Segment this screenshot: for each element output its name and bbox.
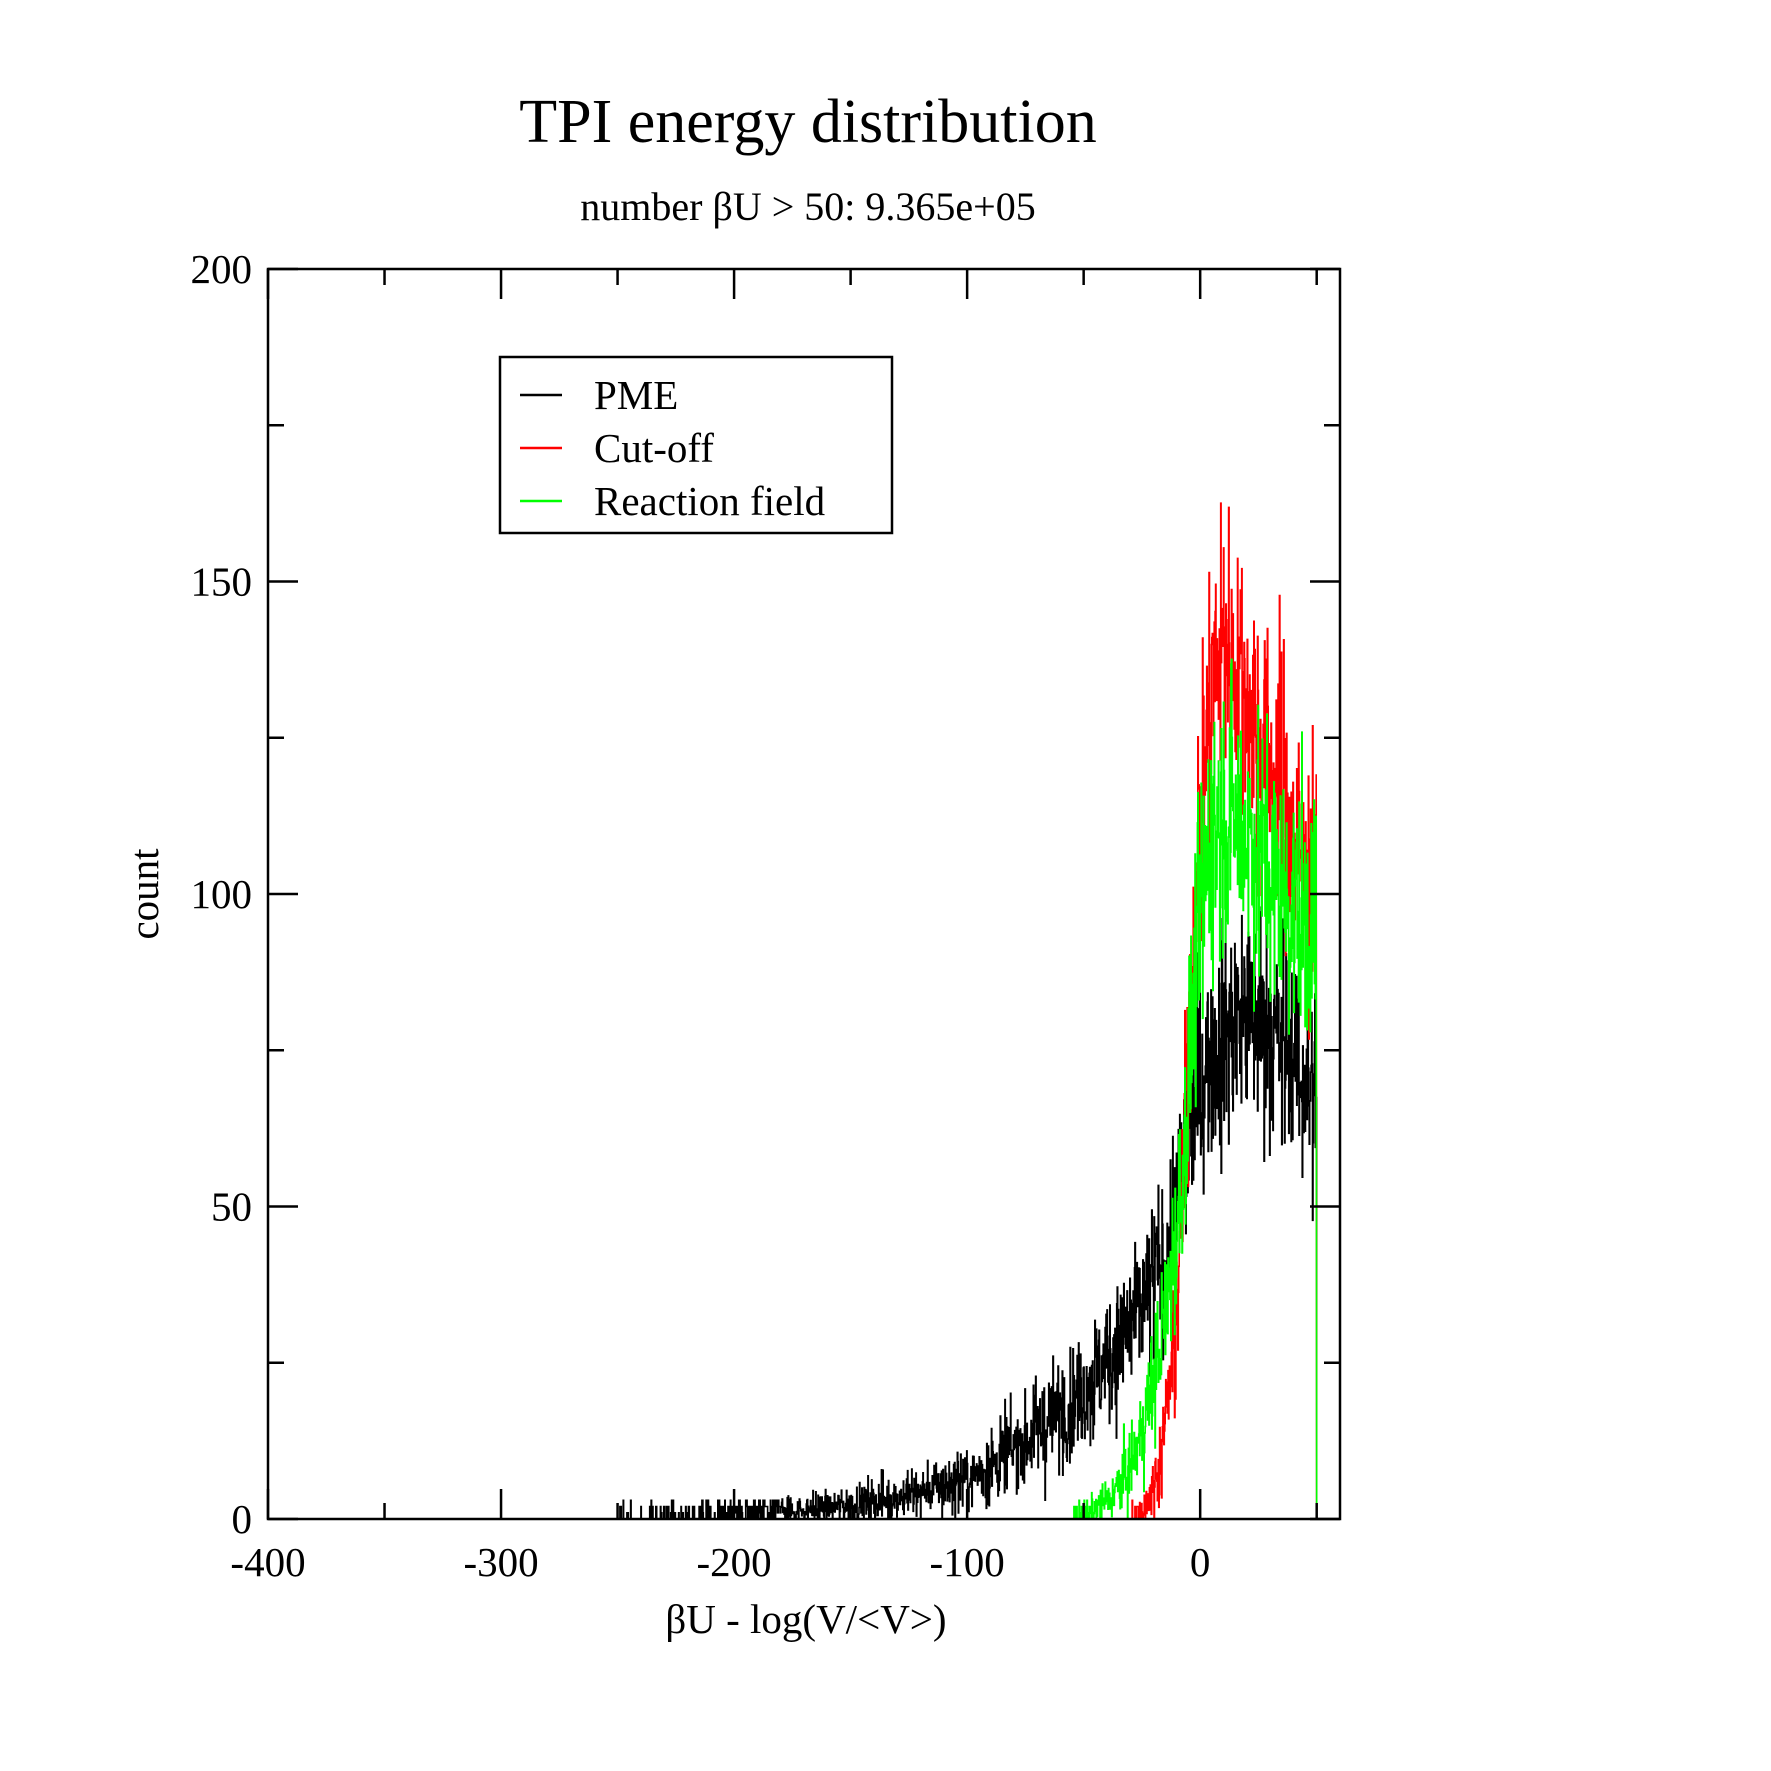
- y-tick-label: 50: [211, 1184, 252, 1230]
- series-line-1: [617, 890, 1318, 1520]
- x-tick-label: -300: [463, 1539, 538, 1585]
- y-axis-label: count: [121, 848, 167, 940]
- x-tick-label: -200: [697, 1539, 772, 1585]
- chart-subtitle: number βU > 50: 9.365e+05: [580, 184, 1035, 229]
- legend-label: PME: [594, 372, 678, 418]
- y-tick-label: 200: [191, 246, 253, 292]
- legend-label: Reaction field: [594, 478, 825, 524]
- x-tick-label: -400: [230, 1539, 305, 1585]
- legend-label: Cut-off: [594, 425, 714, 471]
- ticks-layer: -400 -300 -200 -100 0 0 50 100 150 200: [191, 246, 1340, 1585]
- y-tick-label: 150: [191, 559, 253, 605]
- legend-box: [498, 355, 894, 535]
- x-tick-label: -100: [930, 1539, 1005, 1585]
- chart-title: TPI energy distribution: [519, 88, 1096, 156]
- series-layer: [617, 502, 1318, 1520]
- series-line-2: [1130, 502, 1318, 1520]
- y-tick-label: 0: [232, 1496, 253, 1542]
- legend: PME Cut-off Reaction field: [498, 355, 894, 535]
- x-tick-label: 0: [1190, 1539, 1211, 1585]
- series-line-3: [1072, 658, 1318, 1520]
- legend-entries: PME Cut-off Reaction field: [520, 372, 825, 524]
- y-tick-label: 100: [191, 871, 253, 917]
- x-axis-label: βU - log(V/<V>): [665, 1596, 946, 1642]
